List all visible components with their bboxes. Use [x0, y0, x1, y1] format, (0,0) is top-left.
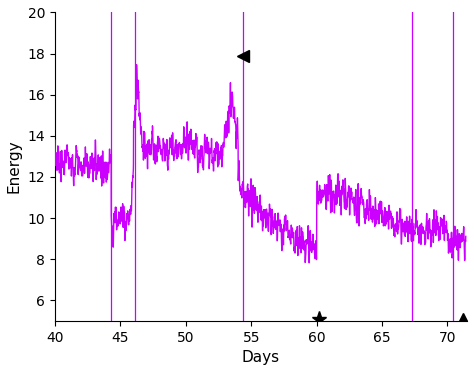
Y-axis label: Energy: Energy [7, 140, 22, 193]
X-axis label: Days: Days [242, 350, 280, 365]
